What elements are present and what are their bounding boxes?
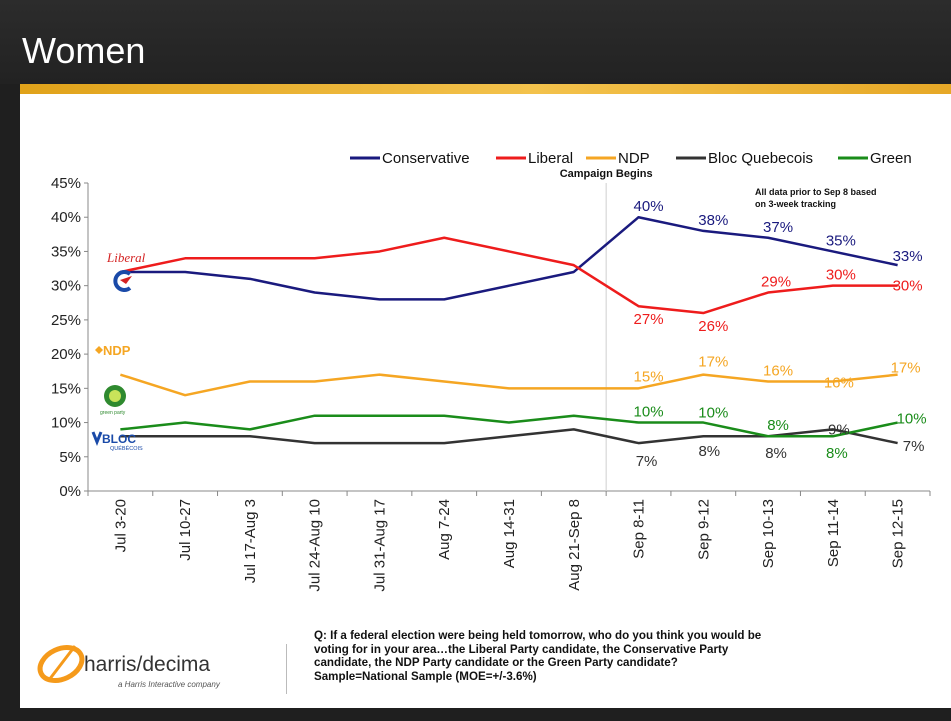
series-line-conservative (120, 215, 898, 301)
footer-divider (286, 644, 287, 694)
data-label: 8% (767, 417, 789, 434)
legend: Conservative Liberal NDP Bloc Quebecois Gree… (350, 150, 912, 167)
ndp-logo-text: NDP (103, 343, 131, 358)
green-party-logo: green party (100, 385, 126, 416)
campaign-label: Campaign Begins (560, 168, 653, 180)
x-tick-label: Aug 14-31 (501, 499, 518, 568)
data-label: 29% (761, 274, 791, 291)
survey-question: Q: If a federal election were being held… (314, 629, 874, 683)
footnote-line: candidate, the NDP Party candidate or th… (314, 656, 678, 669)
data-label: 30% (893, 278, 923, 295)
gold-accent-bar (20, 84, 951, 94)
data-label: 40% (634, 198, 664, 215)
brand-tagline: a Harris Interactive company (118, 680, 220, 689)
data-label: 37% (763, 219, 793, 236)
data-label: 16% (824, 374, 854, 391)
footnote-line: Q: If a federal election were being held… (314, 629, 762, 642)
x-tick-label: Sep 10-13 (760, 499, 777, 568)
data-label: 27% (634, 311, 664, 328)
footnote-line: Sample=National Sample (MOE=+/-3.6%) (314, 669, 537, 683)
x-tick-label: Aug 21-Sep 8 (566, 499, 583, 591)
y-tick-label: 5% (59, 449, 81, 466)
series-line-liberal (120, 236, 898, 315)
maple-leaf-icon (95, 346, 103, 354)
conservative-logo (113, 270, 132, 292)
data-label: 38% (698, 212, 728, 229)
bloc-logo: BLOC QUÉBÉCOIS (91, 431, 143, 452)
x-tick-label: Jul 24-Aug 10 (307, 499, 324, 592)
data-label: 17% (698, 354, 728, 371)
bloc-logo-text: BLOC (102, 432, 136, 446)
data-label: 30% (826, 267, 856, 284)
x-tick-label: Jul 10-27 (177, 499, 194, 561)
x-tick-label: Jul 31-Aug 17 (371, 499, 388, 592)
footnote-line: voting for in your area…the Liberal Part… (314, 642, 729, 656)
y-tick-label: 25% (51, 312, 81, 329)
y-tick-label: 45% (51, 175, 81, 192)
title-bar: Women (0, 0, 951, 84)
series-line-ndp (120, 373, 898, 397)
harris-decima-logo (35, 638, 275, 698)
data-label: 8% (765, 445, 787, 462)
axes: 0% 5% 10% 15% 20% 25% 30% 35% 40% 45% Jul 3-20 Jul … (51, 168, 931, 592)
x-tick-label: Sep 11-14 (825, 499, 842, 567)
data-label: 35% (826, 232, 856, 249)
y-tick-label: 15% (51, 380, 81, 397)
bloc-logo-subtext: QUÉBÉCOIS (110, 445, 143, 452)
data-label: 26% (698, 318, 728, 335)
data-label: 8% (698, 443, 720, 460)
data-labels: 40% 38% 37% 35% 33% 27% 26% 29% 30% 30% 15% 17% 16% 1… (634, 198, 927, 470)
x-tick-label: Jul 3-20 (112, 499, 129, 552)
y-tick-label: 20% (51, 346, 81, 363)
harris-decima-swirl-icon (37, 645, 85, 683)
data-label: 17% (891, 360, 921, 377)
liberal-logo: Liberal (106, 250, 146, 265)
y-tick-label: 30% (51, 278, 81, 295)
x-tick-label: Sep 12-15 (890, 499, 907, 568)
data-label: 8% (826, 445, 848, 462)
x-tick-label: Sep 9-12 (695, 499, 712, 560)
ndp-logo: NDP (95, 343, 131, 358)
data-label: 10% (897, 411, 927, 428)
green-party-logo-text: green party (100, 410, 126, 416)
legend-label: Conservative (382, 150, 470, 167)
fleur-icon (91, 431, 103, 447)
data-label: 10% (634, 404, 664, 421)
data-label: 33% (893, 248, 923, 265)
series-line-green (120, 414, 898, 438)
y-tick-label: 0% (59, 483, 81, 500)
data-label: 7% (636, 453, 658, 470)
legend-label: Liberal (528, 150, 573, 167)
brand-name: harris/decima (84, 653, 211, 676)
x-tick-label: Sep 8-11 (631, 499, 648, 559)
slide-content (20, 94, 951, 708)
x-tick-label: Aug 7-24 (436, 499, 453, 560)
x-tick-label: Jul 17-Aug 3 (242, 499, 259, 583)
y-tick-label: 40% (51, 209, 81, 226)
data-label: 16% (763, 362, 793, 379)
series-lines (120, 215, 898, 445)
data-label: 15% (634, 368, 664, 385)
data-label: 10% (698, 405, 728, 422)
legend-label: NDP (618, 150, 650, 167)
tracking-note: All data prior to Sep 8 based (755, 187, 877, 197)
tracking-note: on 3-week tracking (755, 199, 836, 209)
data-label: 9% (828, 421, 850, 438)
legend-label: Bloc Quebecois (708, 150, 813, 167)
legend-label: Green (870, 150, 912, 167)
party-logos: Liberal NDP green party BLOC QUÉBÉCOIS (91, 250, 146, 452)
y-tick-label: 35% (51, 243, 81, 260)
slide-title: Women (22, 30, 146, 71)
data-label: 7% (903, 438, 925, 455)
y-tick-label: 10% (51, 415, 81, 432)
